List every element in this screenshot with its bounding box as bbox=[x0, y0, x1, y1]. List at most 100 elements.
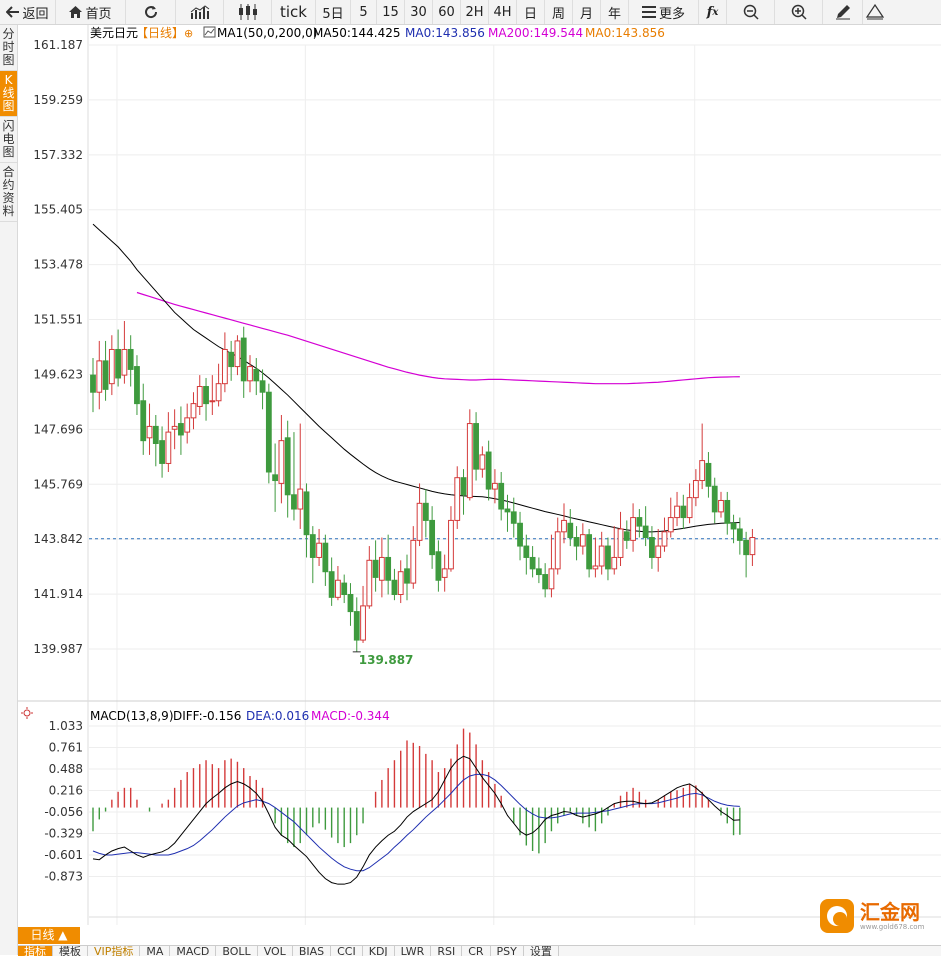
candle-up bbox=[410, 539, 417, 584]
candle-down bbox=[134, 366, 140, 405]
candle-down bbox=[341, 582, 348, 595]
period-day-button[interactable]: 日 bbox=[517, 0, 545, 24]
period-15min-button[interactable]: 15 bbox=[377, 0, 405, 24]
candlestick-button[interactable] bbox=[224, 0, 272, 24]
candle-down bbox=[291, 494, 297, 510]
indicator-tab[interactable]: MA bbox=[140, 946, 171, 956]
candle-up bbox=[592, 565, 599, 570]
add-icon[interactable]: ⊕ bbox=[184, 27, 193, 40]
zoom-out-button[interactable] bbox=[727, 0, 775, 24]
macd-tick-label: 1.033 bbox=[49, 719, 83, 733]
candle-up bbox=[190, 403, 197, 419]
period-label: 月 bbox=[579, 6, 593, 22]
home-button[interactable]: 首页 bbox=[56, 0, 126, 24]
indicator-tab[interactable]: BIAS bbox=[293, 946, 332, 956]
period-4h-button[interactable]: 4H bbox=[489, 0, 517, 24]
indicator-tab[interactable]: PSY bbox=[491, 946, 524, 956]
candle-up bbox=[448, 519, 454, 570]
candle-down bbox=[429, 519, 436, 556]
candle-up bbox=[479, 454, 486, 470]
period-30min-button[interactable]: 30 bbox=[405, 0, 433, 24]
bar-chart-button[interactable] bbox=[176, 0, 224, 24]
candle-up bbox=[579, 534, 586, 547]
indicator-tab[interactable]: 模板 bbox=[53, 946, 88, 956]
candle-down bbox=[140, 400, 147, 442]
candle-up bbox=[247, 366, 253, 382]
candle-up bbox=[196, 386, 203, 407]
candle-down bbox=[711, 485, 718, 513]
period-week-button[interactable]: 周 bbox=[545, 0, 573, 24]
draw-button[interactable] bbox=[823, 0, 863, 24]
more-button[interactable]: 更多 bbox=[629, 0, 699, 24]
tick-button[interactable]: tick bbox=[272, 0, 316, 24]
period-5min-button[interactable]: 5 bbox=[351, 0, 377, 24]
candle-down bbox=[642, 525, 649, 539]
candle-up bbox=[749, 537, 756, 556]
candle-down bbox=[623, 531, 630, 541]
refresh-button[interactable] bbox=[126, 0, 176, 24]
indicator-tab[interactable]: VOL bbox=[258, 946, 293, 956]
indicator-tab[interactable]: VIP指标 bbox=[88, 946, 141, 956]
collapse-button[interactable] bbox=[863, 0, 887, 24]
period-5day-button[interactable]: 5日 bbox=[316, 0, 351, 24]
macd-tick-label: 0.488 bbox=[49, 762, 83, 776]
sidebar-item-flash[interactable]: 闪电图 bbox=[0, 117, 17, 163]
candle-down bbox=[636, 517, 643, 527]
indicator-tab[interactable]: LWR bbox=[395, 946, 432, 956]
candle-up bbox=[674, 505, 680, 519]
triangle-icon bbox=[866, 4, 884, 20]
sidebar: 分时图 K线图 闪电图 合约资料 bbox=[0, 25, 18, 955]
candle-up bbox=[718, 499, 724, 513]
price-tick-label: 151.551 bbox=[33, 313, 83, 327]
candle-down bbox=[605, 545, 611, 570]
candle-up bbox=[598, 545, 605, 567]
period-month-button[interactable]: 月 bbox=[573, 0, 601, 24]
candle-down bbox=[510, 511, 517, 524]
macd-title: MACD(13,8,9) bbox=[90, 709, 174, 723]
price-tick-label: 153.478 bbox=[33, 258, 83, 272]
candle-down bbox=[529, 556, 536, 570]
candle-up bbox=[335, 579, 341, 598]
period-label: 5 bbox=[359, 4, 368, 20]
sidebar-item-kline[interactable]: K线图 bbox=[0, 71, 17, 117]
candle-down bbox=[404, 568, 410, 584]
indicator-tab[interactable]: CCI bbox=[331, 946, 363, 956]
sidebar-item-contract[interactable]: 合约资料 bbox=[0, 163, 17, 222]
candle-up bbox=[692, 480, 699, 499]
indicator-tab[interactable]: 指标 bbox=[18, 946, 53, 956]
macd-tick-label: -0.056 bbox=[44, 805, 83, 819]
indicator-tab[interactable]: RSI bbox=[431, 946, 463, 956]
sidebar-item-timeshare[interactable]: 分时图 bbox=[0, 25, 17, 71]
period-year-button[interactable]: 年 bbox=[601, 0, 629, 24]
macd-diff: DIFF:-0.156 bbox=[173, 709, 241, 723]
indicator-tab[interactable]: 设置 bbox=[524, 946, 559, 956]
indicator-tab[interactable]: KDJ bbox=[363, 946, 395, 956]
candle-down bbox=[680, 505, 687, 519]
candle-up bbox=[165, 431, 172, 464]
indicator-tab[interactable]: BOLL bbox=[216, 946, 258, 956]
candle-down bbox=[498, 482, 505, 510]
period-2h-button[interactable]: 2H bbox=[461, 0, 489, 24]
candle-up bbox=[611, 556, 618, 570]
candle-down bbox=[90, 374, 96, 393]
back-button[interactable]: 返回 bbox=[0, 0, 56, 24]
macd-settings-icon[interactable] bbox=[21, 707, 33, 719]
indicator-tab[interactable]: MACD bbox=[170, 946, 217, 956]
more-label: 更多 bbox=[658, 6, 685, 22]
candle-down bbox=[152, 425, 159, 444]
chart-area[interactable]: 161.187 159.259 157.332 155.405 153.478 151.5… bbox=[18, 25, 941, 925]
candle-up bbox=[146, 425, 153, 439]
period-label: 60 bbox=[438, 4, 455, 20]
logo-text: 汇金网 bbox=[860, 900, 920, 924]
candle-up bbox=[209, 400, 216, 403]
price-tick-label: 159.259 bbox=[33, 93, 83, 107]
period-select[interactable]: 日线 ▲ bbox=[18, 927, 80, 944]
period-60min-button[interactable]: 60 bbox=[433, 0, 461, 24]
zoom-in-button[interactable] bbox=[775, 0, 823, 24]
candle-up bbox=[561, 519, 567, 533]
indicator-settings-icon[interactable] bbox=[203, 26, 216, 38]
macd-tick-label: 0.216 bbox=[49, 784, 83, 798]
ma-indicator-name: MA1(50,0,200,0) bbox=[217, 26, 317, 40]
indicator-tab[interactable]: CR bbox=[462, 946, 491, 956]
